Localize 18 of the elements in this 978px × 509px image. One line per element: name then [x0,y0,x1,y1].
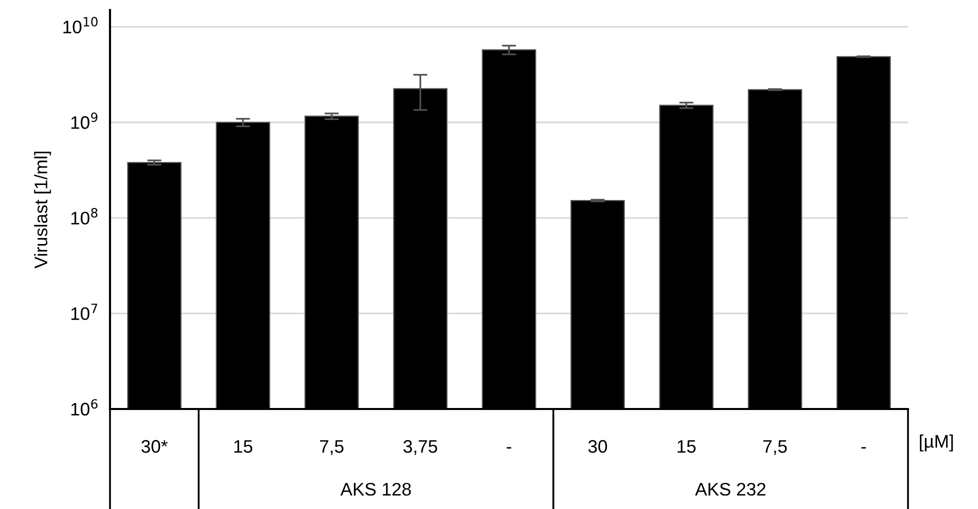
x-tick-label: 15 [678,440,696,453]
x-tick-label: 7,5 [320,440,344,455]
y-tick-label: 10$^{9}$ [71,112,98,129]
x-tick-label: 7,5 [763,440,787,455]
x-tick-label: - [506,447,512,449]
x-tick-label: 3,75 [403,440,438,455]
x-tick-label: 15 [234,440,252,453]
x-tick-label: - [861,447,866,449]
y-tick-label: 10$^{6}$ [71,399,98,416]
text: AKS 232 [695,482,766,496]
x-tick-label: 30 [588,440,608,453]
text: AKS 128 [340,482,411,496]
text: [µM] [920,434,953,452]
y-tick-label: 10$^{7}$ [71,304,98,320]
y-axis-title: Viruslast [1/ml] [34,152,51,268]
y-tick-label: 10$^{8}$ [71,208,98,224]
y-tick-label: 10$^{10}$ [63,16,98,34]
x-tick-label: 30* [141,440,168,453]
